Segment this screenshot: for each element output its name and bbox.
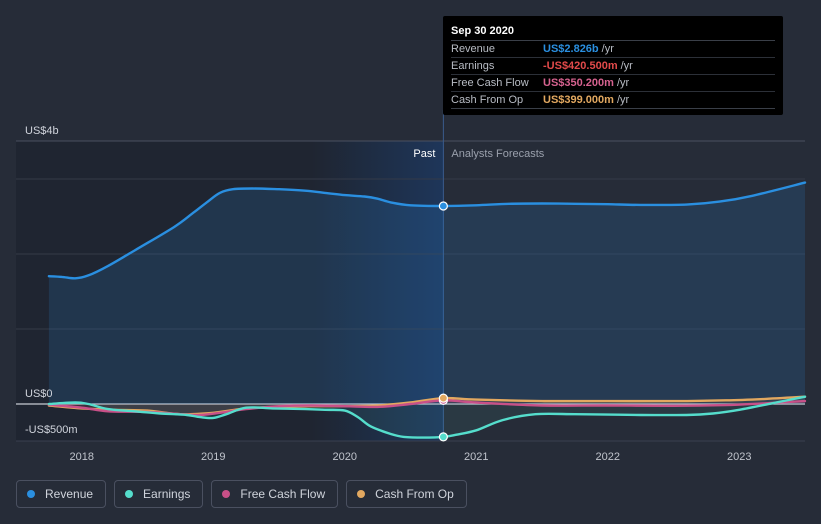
legend-dot-icon	[125, 490, 134, 498]
legend-label: Free Cash Flow	[240, 487, 326, 501]
tooltip-row-free-cash-flow: Free Cash Flow US$350.200m /yr	[451, 75, 775, 92]
legend-label: Earnings	[143, 487, 191, 501]
revenue-marker	[438, 201, 448, 211]
chart-canvas: US$4b US$0 -US$500m Past Analysts Forecasts 2…	[16, 110, 807, 463]
legend-item-earnings[interactable]: Earnings	[114, 480, 204, 508]
earnings-line	[47, 395, 807, 439]
x-tick-label: 2019	[201, 451, 225, 463]
cash-from-op-marker	[438, 393, 448, 403]
tooltip-value: -US$420.500m	[543, 60, 618, 72]
revenue-line	[47, 181, 807, 280]
tooltip-label: Free Cash Flow	[451, 77, 529, 89]
x-tick-label: 2021	[464, 451, 488, 463]
free-cash-flow-area	[48, 400, 805, 416]
tooltip-unit: /yr	[601, 43, 614, 55]
y-label-zero: US$0	[25, 388, 53, 400]
tooltip-row-cash-from-op: Cash From Op US$399.000m /yr	[451, 92, 775, 109]
past-label: Past	[413, 148, 435, 160]
tooltip-unit: /yr	[620, 60, 633, 72]
legend-label: Revenue	[45, 487, 94, 501]
hover-tooltip: Sep 30 2020 Revenue US$2.826b /yr Earnin…	[443, 16, 783, 115]
legend-item-cash-from-op[interactable]: Cash From Op	[346, 480, 467, 508]
hover-highlight	[311, 141, 444, 441]
tooltip-row-revenue: Revenue US$2.826b /yr	[451, 41, 775, 58]
y-label-top: US$4b	[25, 125, 59, 137]
legend-item-free-cash-flow[interactable]: Free Cash Flow	[211, 480, 339, 508]
legend-dot-icon	[222, 490, 231, 498]
tooltip-date: Sep 30 2020	[451, 24, 775, 41]
legend-item-revenue[interactable]: Revenue	[16, 480, 107, 508]
tooltip-value: US$2.826b	[543, 43, 599, 55]
y-label-bottom: -US$500m	[25, 424, 78, 436]
tooltip-unit: /yr	[616, 94, 630, 106]
revenue-area	[48, 182, 805, 404]
legend-dot-icon	[27, 490, 35, 498]
x-tick-label: 2023	[727, 451, 751, 463]
legend-label: Cash From Op	[375, 487, 454, 501]
x-tick-label: 2022	[596, 451, 620, 463]
legend-dot-icon	[357, 490, 366, 498]
tooltip-value: US$399.000m	[543, 94, 614, 106]
tooltip-value: US$350.200m	[543, 77, 614, 89]
x-tick-label: 2018	[70, 451, 94, 463]
tooltip-label: Revenue	[451, 43, 496, 55]
x-tick-label: 2020	[333, 451, 357, 463]
tooltip-label: Earnings	[451, 60, 495, 72]
tooltip-row-earnings: Earnings -US$420.500m /yr	[451, 58, 775, 75]
tooltip-unit: /yr	[616, 77, 630, 89]
forecast-label: Analysts Forecasts	[451, 148, 544, 160]
earnings-marker	[438, 432, 448, 442]
chart-legend: Revenue Earnings Free Cash Flow Cash Fro…	[16, 480, 467, 508]
earnings-area	[48, 396, 805, 438]
tooltip-label: Cash From Op	[451, 94, 524, 106]
